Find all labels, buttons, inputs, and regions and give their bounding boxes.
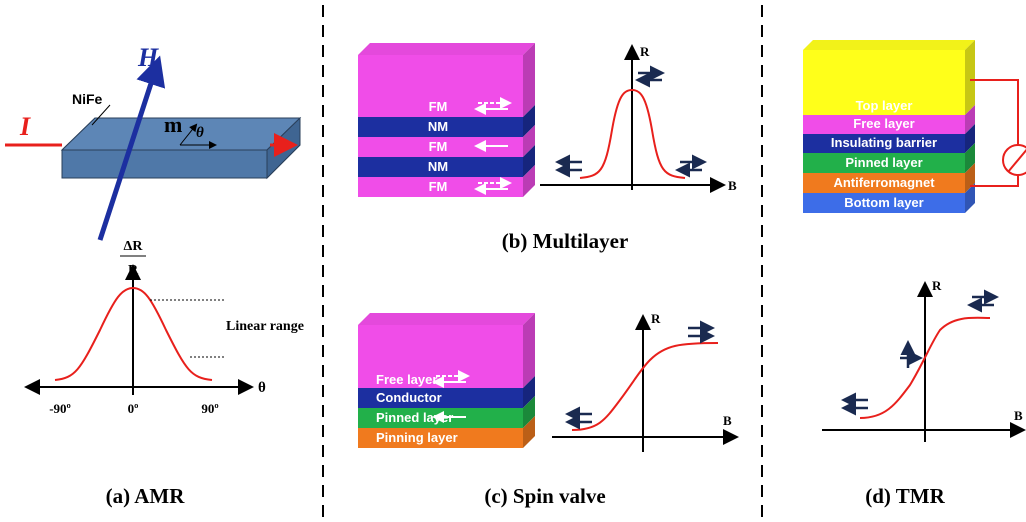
y-axis-top: ΔR (124, 239, 144, 254)
material-label: NiFe (72, 91, 103, 107)
layer-label: Pinned layer (845, 155, 922, 170)
layer-label: FM (429, 179, 448, 194)
figure: NiFe H I m θ ΔR R Linear range -90º 0º 9… (0, 0, 1026, 522)
layer-label: FM (429, 139, 448, 154)
layer-side (523, 313, 535, 388)
layer-label: Free layer (853, 116, 914, 131)
y-axis-label: R (651, 311, 661, 326)
y-axis-label: R (932, 278, 942, 293)
x-tick-label: 0º (128, 401, 139, 416)
x-axis-label: θ (258, 380, 266, 396)
layer-label: Conductor (376, 390, 442, 405)
multilayer-panel: FM NM FM NM FM R B (b) Multilayer (358, 43, 737, 253)
y-axis-bottom: R (128, 263, 139, 278)
amr-panel: NiFe H I m θ ΔR R Linear range -90º 0º 9… (5, 43, 304, 508)
layer-side (523, 43, 535, 117)
caption: (b) Multilayer (502, 229, 629, 253)
stack-top (358, 43, 535, 55)
layer-label: Pinning layer (376, 430, 458, 445)
layer-label: Free layer (376, 372, 437, 387)
field-label: H (137, 43, 159, 72)
circuit (970, 80, 1026, 186)
sv-curve (572, 343, 718, 430)
x-tick-label: 90º (201, 401, 218, 416)
layer-label: NM (428, 159, 448, 174)
layer-label: Insulating barrier (831, 135, 937, 150)
current-label: I (19, 112, 31, 141)
layer-label: NM (428, 119, 448, 134)
layer-label: Antiferromagnet (833, 175, 935, 190)
x-tick-label: -90º (49, 401, 71, 416)
tmr-panel: Top layer Free layer Insulating barrier Pin… (803, 40, 1026, 508)
layer-side (965, 40, 975, 115)
layer-label: FM (429, 99, 448, 114)
layer-label: Bottom layer (844, 195, 923, 210)
stack-top (358, 313, 535, 325)
x-axis-label: B (723, 413, 732, 428)
x-axis-label: B (1014, 408, 1023, 423)
stack-top (803, 40, 975, 50)
x-axis-label: B (728, 178, 737, 193)
caption: (c) Spin valve (484, 484, 605, 508)
angle-label: θ (196, 125, 204, 141)
caption: (d) TMR (865, 484, 945, 508)
linear-range: Linear range (226, 319, 304, 334)
y-axis-label: R (640, 44, 650, 59)
caption: (a) AMR (106, 484, 186, 508)
layer-label: Top layer (856, 98, 913, 113)
m-label: m (164, 112, 182, 137)
